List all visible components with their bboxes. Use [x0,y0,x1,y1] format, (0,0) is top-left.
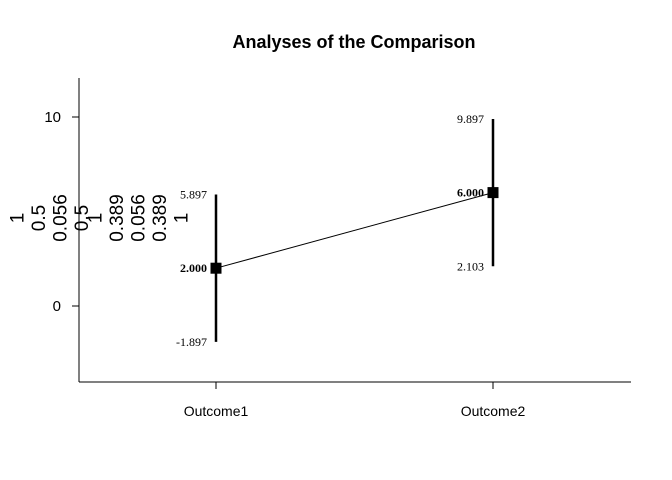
side-matrix: 1 0.5 0.056 0.51 0.389 0.056 0.389 1 [8,194,193,242]
y-tick-label: 0 [53,298,61,315]
side-matrix-value: 0.389 [107,194,128,242]
y-tick-label: 10 [44,109,61,126]
x-tick-label: Outcome1 [184,403,249,419]
chart-title: Analyses of the Comparison [232,32,475,52]
side-matrix-value: 1 [86,213,107,224]
point-value-label: 6.000 [457,186,484,200]
data-point [487,187,499,199]
side-matrix-value: 0.5 [72,205,93,231]
lower-ci-label: 2.103 [457,259,484,273]
side-matrix-value: 0.056 [51,194,72,242]
side-matrix-value: 0.5 [29,205,50,231]
y-ticks: 0 10 [44,109,79,315]
series-connector-line [215,192,494,269]
upper-ci-label: 9.897 [457,112,484,126]
side-matrix-value: 0.056 [129,194,150,242]
data-labels: 5.897 2.000 -1.897 9.897 6.000 2.103 [176,112,484,349]
lower-ci-label: -1.897 [176,335,207,349]
upper-ci-label: 5.897 [180,188,207,202]
data-point [210,262,222,274]
side-matrix-value: 1 [8,213,29,224]
side-matrix-value: 0.389 [150,194,171,242]
x-ticks: Outcome1 Outcome2 [184,382,526,419]
point-value-label: 2.000 [180,261,207,275]
data-points [210,187,499,274]
side-matrix-value: 1 [172,213,193,224]
x-tick-label: Outcome2 [461,403,526,419]
